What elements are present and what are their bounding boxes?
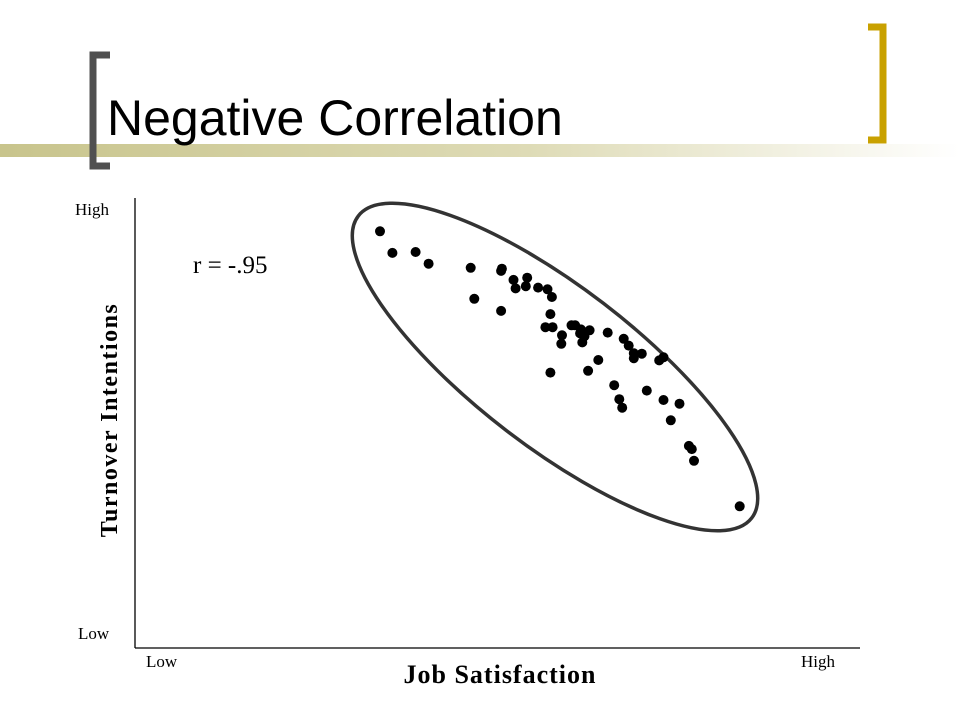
- title-underline-bar: [0, 144, 960, 157]
- data-point-45: [674, 398, 685, 409]
- data-point-27: [577, 337, 588, 348]
- y-axis-label: Turnover Intentions: [97, 302, 123, 538]
- data-point-18: [540, 322, 551, 333]
- data-point-28: [584, 325, 595, 336]
- data-point-14: [533, 282, 544, 293]
- data-point-4: [423, 258, 434, 269]
- data-point-48: [683, 440, 694, 451]
- data-point-29: [593, 355, 604, 365]
- data-point-49: [689, 455, 699, 466]
- data-point-10: [508, 274, 519, 285]
- data-point-35: [609, 380, 620, 391]
- data-point-1: [375, 226, 385, 237]
- data-point-3: [410, 247, 421, 257]
- data-point-34: [623, 340, 634, 351]
- data-point-17: [545, 309, 556, 320]
- data-point-30: [583, 365, 594, 376]
- data-point-37: [636, 348, 647, 359]
- data-point-11: [510, 283, 521, 294]
- y-tick-label-low: Low: [78, 624, 110, 643]
- data-point-15: [542, 284, 553, 295]
- y-tick-label-high: High: [75, 200, 109, 219]
- data-point-5: [465, 262, 476, 273]
- data-points: [375, 226, 745, 512]
- data-point-20: [557, 330, 567, 341]
- data-point-6: [469, 293, 480, 304]
- x-axis-label: Job Satisfaction: [403, 660, 597, 689]
- data-point-13: [522, 272, 533, 283]
- x-tick-label-high: High: [801, 652, 835, 671]
- enclosing-ellipse: [350, 201, 760, 533]
- data-point-8: [496, 263, 507, 274]
- page-title: Negative Correlation: [107, 90, 563, 146]
- data-point-9: [496, 305, 507, 316]
- data-point-31: [545, 367, 556, 378]
- data-point-41: [641, 385, 652, 396]
- data-point-12: [520, 281, 531, 292]
- data-point-43: [617, 402, 628, 413]
- data-point-19: [547, 322, 558, 333]
- data-point-32: [602, 327, 613, 338]
- data-point-44: [614, 394, 625, 405]
- data-point-50: [734, 501, 745, 512]
- data-point-21: [556, 338, 567, 349]
- correlation-annotation: r = -.95: [193, 252, 268, 279]
- data-point-39: [654, 355, 665, 366]
- left-bracket: [89, 51, 110, 170]
- right-bracket: [868, 23, 887, 144]
- data-point-42: [628, 348, 639, 359]
- data-point-46: [665, 415, 676, 426]
- data-point-2: [387, 247, 398, 258]
- data-point-16: [546, 292, 557, 302]
- data-point-40: [658, 395, 669, 405]
- x-tick-label-low: Low: [146, 652, 178, 671]
